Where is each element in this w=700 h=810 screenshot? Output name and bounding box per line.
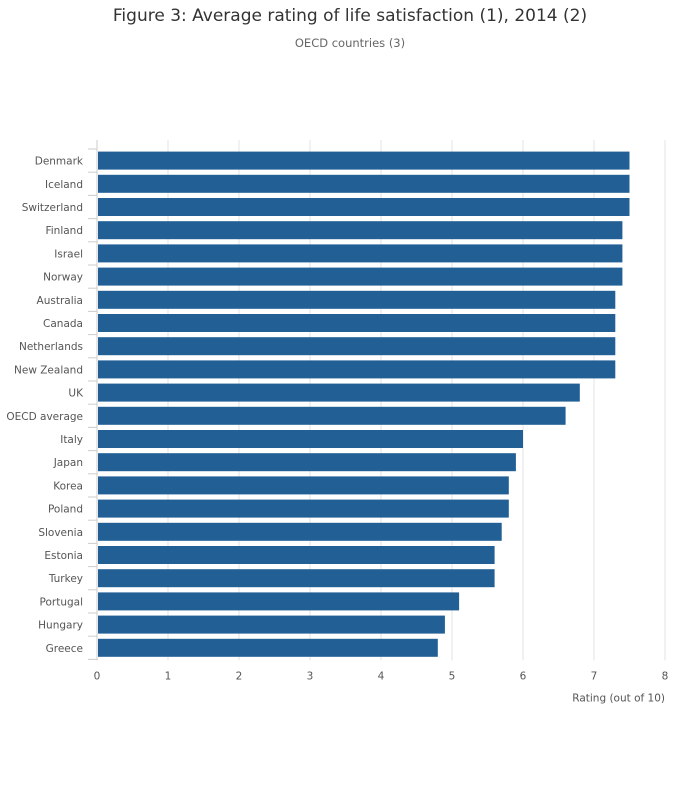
y-category-label: Canada bbox=[43, 318, 83, 330]
bar-portugal bbox=[98, 592, 460, 611]
y-category-label: Finland bbox=[45, 225, 83, 237]
y-category-label: OECD average bbox=[6, 411, 83, 423]
chart-title: Figure 3: Average rating of life satisfa… bbox=[112, 6, 588, 26]
x-axis-label: Rating (out of 10) bbox=[572, 692, 665, 704]
y-category-label: Poland bbox=[48, 504, 83, 516]
bar-netherlands bbox=[98, 337, 616, 356]
y-category-label: Denmark bbox=[35, 156, 84, 168]
x-tick-label: 7 bbox=[591, 670, 598, 682]
bar-turkey bbox=[98, 569, 495, 588]
bar-italy bbox=[98, 430, 523, 448]
bar-uk bbox=[98, 383, 580, 402]
x-tick-label: 6 bbox=[520, 670, 527, 682]
bar-norway bbox=[98, 267, 623, 286]
y-category-label: Australia bbox=[37, 295, 83, 307]
y-category-label: Norway bbox=[43, 272, 83, 284]
x-tick-label: 0 bbox=[94, 670, 101, 682]
bar-iceland bbox=[98, 174, 630, 193]
x-tick-label: 4 bbox=[378, 670, 385, 682]
bar-denmark bbox=[98, 151, 630, 170]
x-tick-label: 3 bbox=[307, 670, 314, 682]
chart-subtitle: OECD countries (3) bbox=[294, 36, 406, 50]
y-category-label: New Zealand bbox=[14, 364, 83, 376]
y-category-label: Estonia bbox=[44, 550, 83, 562]
y-category-label: Hungary bbox=[38, 620, 83, 632]
y-category-label: Slovenia bbox=[38, 527, 83, 539]
y-category-label: Switzerland bbox=[22, 202, 83, 214]
bar-australia bbox=[98, 290, 616, 309]
y-category-label: Iceland bbox=[45, 179, 83, 191]
bar-canada bbox=[98, 314, 616, 332]
bar-switzerland bbox=[98, 198, 630, 216]
bar-estonia bbox=[98, 546, 495, 564]
y-category-label: Italy bbox=[60, 434, 83, 446]
x-tick-label: 5 bbox=[449, 670, 456, 682]
bar-slovenia bbox=[98, 522, 502, 541]
y-category-label: Turkey bbox=[48, 573, 83, 585]
y-category-label: Greece bbox=[46, 643, 83, 655]
y-category-label: Portugal bbox=[40, 596, 84, 608]
bar-new-zealand bbox=[98, 360, 616, 379]
bar-israel bbox=[98, 244, 623, 263]
y-category-label: UK bbox=[68, 388, 84, 400]
x-tick-label: 8 bbox=[662, 670, 669, 682]
bar-japan bbox=[98, 453, 516, 472]
x-tick-label: 2 bbox=[236, 670, 243, 682]
bar-greece bbox=[98, 638, 438, 657]
bar-finland bbox=[98, 221, 623, 240]
bar-oecd-average bbox=[98, 406, 566, 425]
bar-poland bbox=[98, 499, 509, 518]
y-category-label: Israel bbox=[54, 248, 83, 260]
y-category-label: Netherlands bbox=[19, 341, 83, 353]
y-category-label: Korea bbox=[53, 480, 83, 492]
x-tick-label: 1 bbox=[165, 670, 172, 682]
y-category-label: Japan bbox=[53, 457, 83, 469]
bar-korea bbox=[98, 476, 509, 495]
bar-hungary bbox=[98, 615, 445, 634]
